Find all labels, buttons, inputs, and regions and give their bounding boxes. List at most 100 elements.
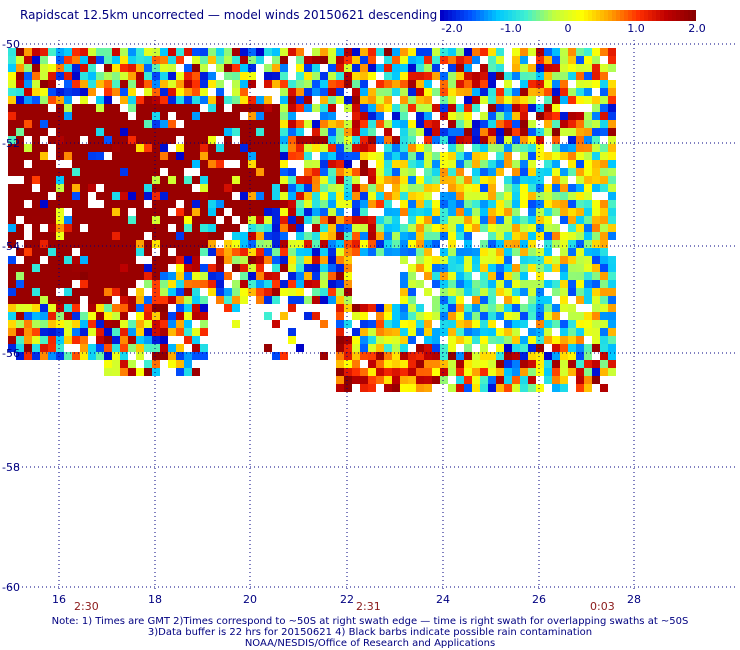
swath-cell [96, 224, 104, 232]
swath-cell [104, 336, 112, 344]
swath-cell [64, 184, 72, 192]
swath-cell [296, 48, 304, 56]
colorbar-segment [512, 10, 517, 21]
swath-cell [464, 368, 472, 376]
swath-cell [480, 88, 488, 96]
swath-cell [520, 128, 528, 136]
swath-cell [88, 56, 96, 64]
swath-cell [432, 368, 440, 376]
swath-cell [120, 272, 128, 280]
colorbar-segment [452, 10, 457, 21]
swath-cell [424, 184, 432, 192]
swath-cell [360, 104, 368, 112]
swath-cell [176, 96, 184, 104]
swath-cell [592, 304, 600, 312]
swath-cell [48, 240, 56, 248]
swath-cell [408, 136, 416, 144]
swath-cell [472, 288, 480, 296]
swath-cell [568, 216, 576, 224]
swath-cell [600, 336, 608, 344]
swath-cell [576, 112, 584, 120]
swath-cell [528, 248, 536, 256]
swath-cell [392, 152, 400, 160]
footnote-line: Note: 1) Times are GMT 2)Times correspon… [51, 616, 689, 627]
swath-cell [112, 328, 120, 336]
swath-cell [568, 336, 576, 344]
swath-cell [496, 56, 504, 64]
swath-cell [472, 336, 480, 344]
swath-cell [56, 320, 64, 328]
swath-cell [208, 72, 216, 80]
swath-cell [144, 320, 152, 328]
swath-cell [160, 152, 168, 160]
swath-cell [272, 296, 280, 304]
swath-cell [224, 240, 232, 248]
swath-cell [448, 272, 456, 280]
swath-cell [464, 312, 472, 320]
swath-cell [152, 160, 160, 168]
swath-cell [232, 256, 240, 264]
swath-cell [344, 344, 352, 352]
swath-cell [16, 136, 24, 144]
swath-cell [208, 96, 216, 104]
swath-cell [328, 280, 336, 288]
swath-cell [152, 88, 160, 96]
swath-cell [536, 168, 544, 176]
swath-cell [80, 184, 88, 192]
swath-cell [328, 64, 336, 72]
swath-cell [512, 56, 520, 64]
swath-cell [544, 240, 552, 248]
swath-cell [248, 80, 256, 88]
swath-cell [488, 120, 496, 128]
swath-cell [208, 120, 216, 128]
swath-cell [120, 240, 128, 248]
swath-cell [232, 112, 240, 120]
swath-cell [48, 96, 56, 104]
swath-cell [448, 80, 456, 88]
swath-cell [376, 120, 384, 128]
swath-cell [328, 200, 336, 208]
swath-cell [584, 176, 592, 184]
swath-cell [160, 120, 168, 128]
swath-cell [416, 96, 424, 104]
swath-cell [344, 256, 352, 264]
swath-cell [224, 192, 232, 200]
swath-cell [40, 56, 48, 64]
swath-cell [368, 48, 376, 56]
swath-cell [144, 280, 152, 288]
swath-cell [520, 368, 528, 376]
swath-cell [160, 264, 168, 272]
swath-cell [536, 336, 544, 344]
swath-cell [112, 280, 120, 288]
swath-cell [184, 104, 192, 112]
swath-cell [376, 88, 384, 96]
swath-cell [216, 280, 224, 288]
swath-cell [320, 120, 328, 128]
swath-cell [424, 240, 432, 248]
lon-label: 26 [532, 593, 546, 606]
swath-cell [176, 216, 184, 224]
swath-cell [24, 192, 32, 200]
swath-cell [576, 208, 584, 216]
swath-cell [536, 384, 544, 392]
swath-cell [56, 96, 64, 104]
swath-cell [200, 144, 208, 152]
colorbar-segment [476, 10, 481, 21]
swath-cell [160, 48, 168, 56]
swath-cell [512, 48, 520, 56]
swath-cell [416, 248, 424, 256]
swath-cell [328, 144, 336, 152]
swath-cell [536, 296, 544, 304]
swath-cell [480, 216, 488, 224]
swath-cell [8, 112, 16, 120]
swath-cell [576, 216, 584, 224]
swath-cell [280, 104, 288, 112]
swath-cell [440, 328, 448, 336]
swath-cell [368, 64, 376, 72]
swath-cell [488, 168, 496, 176]
swath-cell [488, 56, 496, 64]
swath-cell [400, 304, 408, 312]
swath-cell [416, 312, 424, 320]
swath-cell [128, 336, 136, 344]
colorbar-segment [532, 10, 537, 21]
